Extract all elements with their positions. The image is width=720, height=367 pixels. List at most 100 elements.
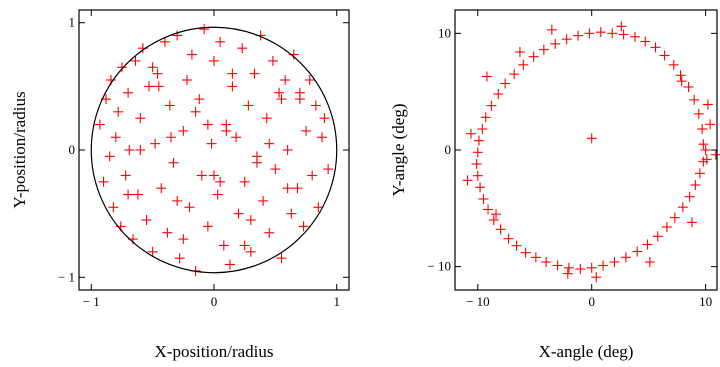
data-point [164,100,175,111]
y-tick-label: 10 [438,25,451,40]
data-point [500,78,511,89]
points-position [94,24,334,276]
data-point [212,189,223,200]
data-point [186,49,197,60]
data-point [486,100,497,111]
x-tick-label: 0 [211,294,218,309]
data-point [690,180,701,190]
data-point [465,128,476,139]
plot-frame-position [78,9,350,291]
data-point [110,132,121,143]
data-point [650,42,661,53]
data-point [274,87,285,98]
data-point [113,106,124,117]
data-point [480,112,491,123]
data-point [292,183,303,194]
data-point [215,36,226,47]
data-point [249,68,260,79]
data-point [199,24,210,35]
data-point [694,168,705,179]
data-point [652,231,663,242]
y-axis-label-position: Y-position/radius [10,91,29,208]
chart-angle: − 10 0 10 − 10 0 10 X-angle (deg) Y-angle (de… [389,9,720,361]
data-point [209,55,219,66]
data-point [511,240,522,251]
data-point [178,234,189,245]
data-point [147,246,158,257]
data-point [642,239,653,250]
data-point [243,100,254,111]
data-point [227,81,238,92]
data-point [609,257,620,267]
data-point [552,260,563,271]
data-point [661,222,672,232]
data-point [233,208,244,219]
data-point [174,253,185,264]
data-point [503,233,514,244]
data-point [477,124,488,134]
data-point [304,75,315,85]
data-point [520,247,531,258]
data-point [563,262,574,273]
data-point [607,28,618,39]
data-point [595,27,606,38]
data-point [143,81,154,92]
data-point [132,189,143,200]
data-point [584,28,595,39]
data-point [276,253,287,264]
data-point [307,170,318,181]
x-tick-label: 1 [333,294,340,309]
data-point [245,215,256,225]
data-point [586,133,597,144]
data-point [162,227,173,238]
data-point [668,59,679,70]
data-point [237,43,248,54]
data-point [317,132,327,143]
data-point [206,138,217,149]
points-angle [462,21,720,283]
data-point [700,145,711,155]
data-point [483,204,494,215]
data-point [323,164,334,175]
data-point [147,62,158,73]
data-point [562,268,573,279]
data-point [472,170,483,181]
data-point [693,108,704,119]
data-point [478,194,489,204]
data-point [224,259,235,270]
data-point [258,195,269,206]
data-point [172,195,183,206]
x-axis-label-angle: X-angle (deg) [539,342,634,361]
data-point [301,125,312,136]
data-point [475,182,486,193]
data-point [294,87,305,98]
data-point [221,125,232,136]
y-axis-label-angle: Y-angle (deg) [389,104,408,197]
y-tick-label: − 10 [427,259,451,274]
data-point [280,75,291,85]
data-point [184,202,195,213]
data-point [209,170,219,181]
data-point [616,21,627,32]
data-point [491,209,502,220]
data-point [168,157,179,168]
data-point [471,159,482,169]
data-point [514,47,525,57]
data-point [239,176,250,187]
data-point [194,94,205,105]
data-point [239,240,250,251]
y-tick-label: 1 [69,15,76,30]
data-point [509,69,520,80]
data-point [227,68,238,79]
y-tick-label: 0 [445,142,452,157]
data-point [586,262,597,273]
data-point [202,119,213,130]
data-point [677,202,688,213]
data-point [629,31,640,42]
data-point [684,191,695,202]
data-point [152,68,163,79]
data-point [481,71,492,82]
data-point [632,246,643,257]
data-point [472,147,483,158]
data-point [231,132,242,143]
